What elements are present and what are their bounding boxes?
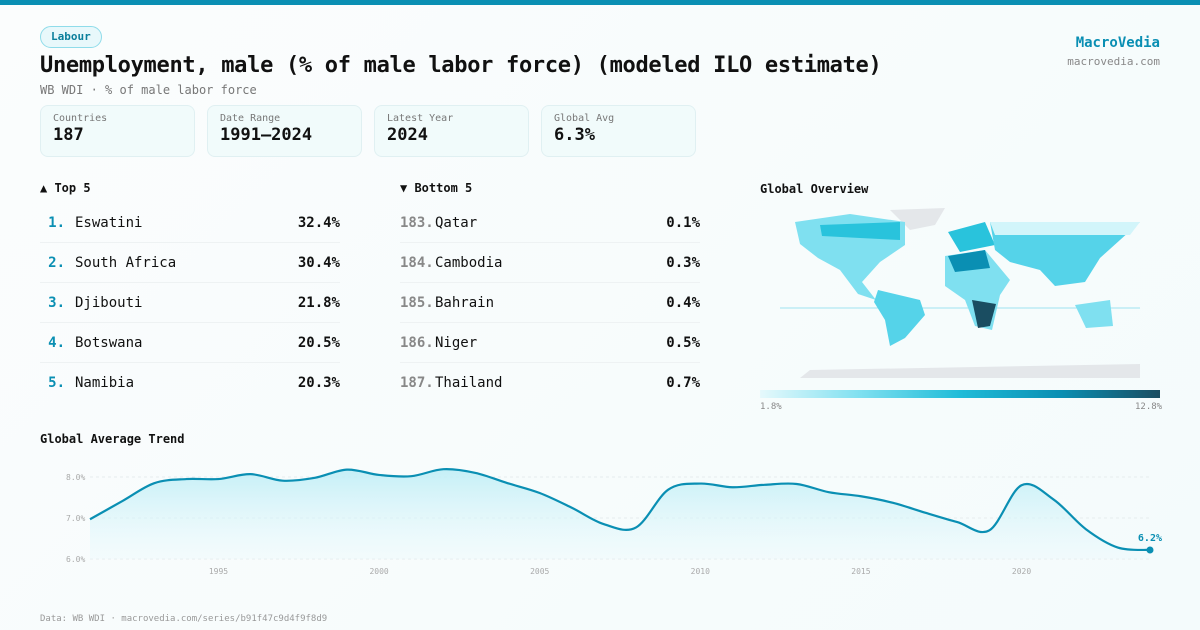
stats-row: Countries 187 Date Range 1991–2024 Latest … xyxy=(40,105,696,157)
ranking-row[interactable]: 3. Djibouti 21.8% xyxy=(40,283,340,323)
map-asia[interactable] xyxy=(990,222,1140,286)
stat-value: 6.3% xyxy=(554,125,595,145)
map-canada[interactable] xyxy=(820,222,900,240)
x-tick-label: 2015 xyxy=(851,567,870,576)
page-title: Unemployment, male (% of male labor forc… xyxy=(40,53,882,78)
x-tick-label: 1995 xyxy=(209,567,228,576)
country-name: Djibouti xyxy=(75,294,143,311)
top-accent-bar xyxy=(0,0,1200,5)
map-south-america[interactable] xyxy=(874,290,925,346)
country-name: Eswatini xyxy=(75,214,143,231)
ranking-row[interactable]: 185. Bahrain 0.4% xyxy=(400,283,700,323)
country-name: Thailand xyxy=(435,375,503,391)
ranking-row[interactable]: 183. Qatar 0.1% xyxy=(400,203,700,243)
map-antarctica xyxy=(800,364,1140,378)
trend-area xyxy=(90,469,1150,559)
stat-countries: Countries 187 xyxy=(40,105,195,157)
country-value: 20.5% xyxy=(297,334,340,351)
country-name: South Africa xyxy=(75,254,177,271)
country-value: 30.4% xyxy=(297,254,340,271)
map-title: Global Overview xyxy=(760,182,869,196)
trend-title: Global Average Trend xyxy=(40,432,185,446)
brand-logo[interactable]: MacroVedia xyxy=(1075,35,1160,51)
x-tick-label: 2020 xyxy=(1012,567,1031,576)
stat-value: 187 xyxy=(53,125,84,145)
map-color-legend xyxy=(760,390,1160,398)
y-tick-label: 8.0% xyxy=(66,473,85,482)
y-tick-label: 7.0% xyxy=(66,514,85,523)
rank-number: 3. xyxy=(48,294,65,311)
top5-title: ▲ Top 5 xyxy=(40,181,91,195)
bottom5-list: ▼ Bottom 5 183. Qatar 0.1% 184. Cambodia 0.3%… xyxy=(400,181,700,403)
country-name: Bahrain xyxy=(435,294,495,311)
ranking-row[interactable]: 5. Namibia 20.3% xyxy=(40,363,340,403)
map-southern-africa[interactable] xyxy=(972,300,996,328)
country-value: 0.3% xyxy=(666,254,700,271)
rank-number: 184. xyxy=(400,254,434,271)
brand-url[interactable]: macrovedia.com xyxy=(1067,55,1160,68)
rank-number: 1. xyxy=(48,214,65,231)
ranking-row[interactable]: 186. Niger 0.5% xyxy=(400,323,700,363)
map-russia[interactable] xyxy=(990,222,1140,235)
ranking-row[interactable]: 184. Cambodia 0.3% xyxy=(400,243,700,283)
last-point-marker[interactable] xyxy=(1146,546,1154,554)
stat-label: Latest Year xyxy=(387,113,454,124)
country-value: 0.7% xyxy=(666,375,700,391)
country-value: 0.1% xyxy=(666,214,700,231)
stat-label: Date Range xyxy=(220,113,281,124)
map-australia[interactable] xyxy=(1075,300,1113,328)
map-europe[interactable] xyxy=(948,222,995,252)
legend-max: 12.8% xyxy=(1135,402,1163,412)
trend-line xyxy=(89,468,1151,552)
country-name: Namibia xyxy=(75,375,135,391)
ranking-row[interactable]: 187. Thailand 0.7% xyxy=(400,363,700,403)
rank-number: 185. xyxy=(400,294,434,311)
rank-number: 5. xyxy=(48,375,65,391)
rank-number: 187. xyxy=(400,375,434,391)
footer-source: Data: WB WDI · macrovedia.com/series/b91… xyxy=(40,614,328,624)
country-name: Botswana xyxy=(75,334,143,351)
top5-list: ▲ Top 5 1. Eswatini 32.4% 2. South Africa 30.… xyxy=(40,181,340,403)
country-name: Qatar xyxy=(435,214,478,231)
ranking-row[interactable]: 4. Botswana 20.5% xyxy=(40,323,340,363)
country-value: 0.4% xyxy=(666,294,700,311)
country-value: 0.5% xyxy=(666,334,700,351)
country-value: 21.8% xyxy=(297,294,340,311)
bottom5-title: ▼ Bottom 5 xyxy=(400,181,473,195)
stat-global-avg: Global Avg 6.3% xyxy=(541,105,696,157)
country-name: Cambodia xyxy=(435,254,503,271)
rank-number: 186. xyxy=(400,334,434,351)
stat-value: 2024 xyxy=(387,125,428,145)
page-subtitle: WB WDI · % of male labor force xyxy=(40,83,257,97)
stat-label: Global Avg xyxy=(554,113,615,124)
rank-number: 183. xyxy=(400,214,434,231)
rank-number: 4. xyxy=(48,334,65,351)
ranking-row[interactable]: 2. South Africa 30.4% xyxy=(40,243,340,283)
y-tick-label: 6.0% xyxy=(66,555,85,564)
country-value: 32.4% xyxy=(297,214,340,231)
stat-value: 1991–2024 xyxy=(220,125,313,145)
stat-label: Countries xyxy=(53,113,108,124)
map-greenland xyxy=(890,208,945,230)
ranking-row[interactable]: 1. Eswatini 32.4% xyxy=(40,203,340,243)
country-value: 20.3% xyxy=(297,375,340,391)
legend-min: 1.8% xyxy=(760,402,782,412)
last-value-label: 6.2% xyxy=(1138,533,1162,544)
category-badge[interactable]: Labour xyxy=(40,26,102,48)
map-north-africa[interactable] xyxy=(948,250,990,272)
x-tick-label: 2005 xyxy=(530,567,549,576)
rank-number: 2. xyxy=(48,254,65,271)
stat-latest-year: Latest Year 2024 xyxy=(374,105,529,157)
x-tick-label: 2010 xyxy=(691,567,710,576)
country-name: Niger xyxy=(435,334,478,351)
x-tick-label: 2000 xyxy=(369,567,388,576)
stat-date-range: Date Range 1991–2024 xyxy=(207,105,362,157)
